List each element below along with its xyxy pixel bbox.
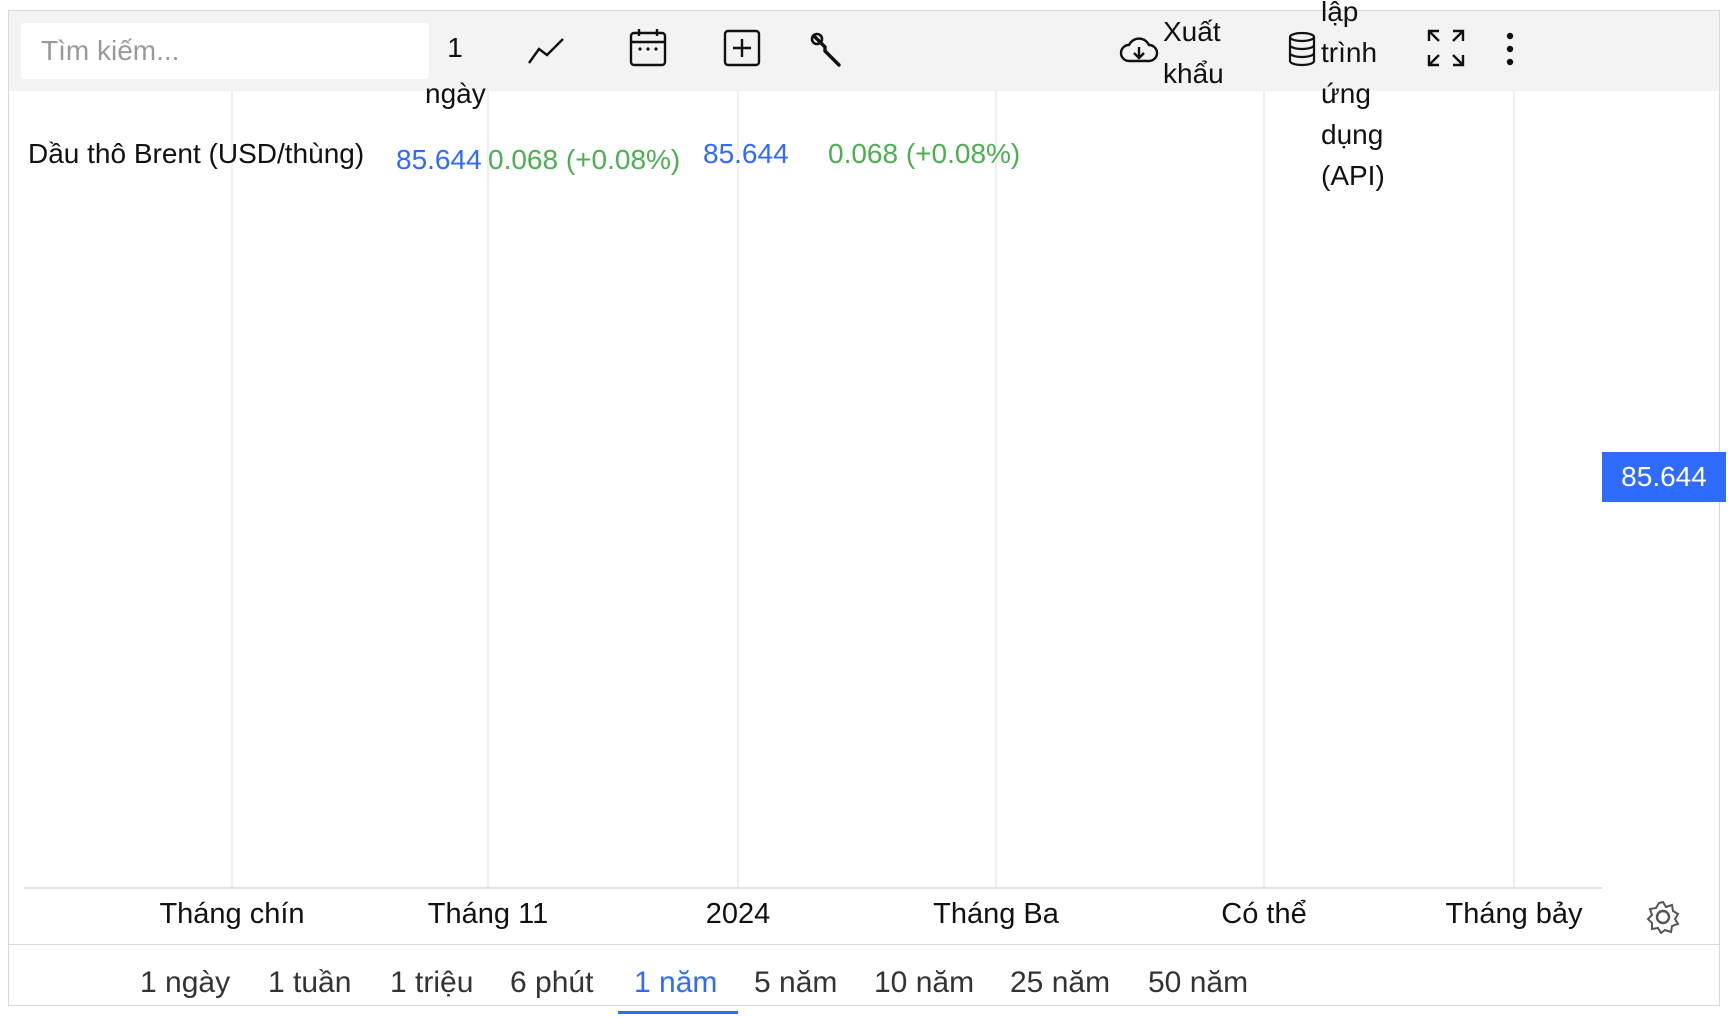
export-cloud-icon[interactable] [1119,35,1159,72]
search-input[interactable] [21,23,429,79]
x-tick-label: Có thể [1221,898,1307,930]
range-button[interactable]: 50 năm [1148,966,1249,999]
range-divider [8,944,1720,945]
x-tick-label: Tháng chín [159,898,305,930]
legend-change-a: 0.068 (+0.08%) [488,144,681,175]
range-button[interactable]: 1 năm [634,966,718,999]
range-button[interactable]: 1 tuần [268,966,352,999]
x-tick-label: Tháng 11 [427,898,549,930]
legend-price-a: 85.644 [396,144,482,175]
fullscreen-icon[interactable] [1427,29,1465,72]
range-button[interactable]: 10 năm [874,966,975,999]
range-button[interactable]: 1 triệu [390,966,474,999]
more-menu-icon[interactable] [1505,31,1515,72]
legend-symbol: Dầu thô Brent (USD/thùng) [28,138,365,169]
x-tick-label: Tháng Ba [933,898,1059,930]
range-bar: 1 ngày 1 tuần 1 triệu 6 phút 1 năm 5 năm 10 nă… [0,948,1728,1016]
legend-price-b: 85.644 [703,138,789,169]
last-price-tag: 85.644 [1602,452,1726,502]
api-database-icon[interactable] [1287,31,1317,72]
active-range-underline [618,1011,738,1014]
interval-selector[interactable]: 1 ngày [425,32,486,109]
chart-legend: Dầu thô Brent (USD/thùng) [28,138,364,170]
range-button[interactable]: 25 năm [1010,966,1111,999]
x-tick-label: 2024 [705,898,771,930]
api-button[interactable]: lập trình ứng dụng (API) [1321,0,1385,191]
calendar-icon[interactable] [629,27,667,72]
x-tick-label: Tháng bảy [1445,898,1583,930]
export-button[interactable]: Xuất khẩu [1163,16,1224,89]
settings-gear-icon[interactable] [1646,900,1680,939]
legend-change-b: 0.068 (+0.08%) [828,138,1021,169]
wrench-icon[interactable] [809,31,845,74]
range-button[interactable]: 5 năm [754,966,838,999]
range-button[interactable]: 6 phút [510,966,594,999]
chart-toolbar: 1 ngày Xuất khẩu lập trình ứng dụng (API… [9,0,1719,191]
chart-widget: 1 ngày Xuất khẩu lập trình ứng dụng (API… [8,0,1720,1006]
range-button[interactable]: 1 ngày [140,966,231,999]
chart-type-line-icon[interactable] [527,35,565,72]
add-indicator-icon[interactable] [723,29,761,72]
